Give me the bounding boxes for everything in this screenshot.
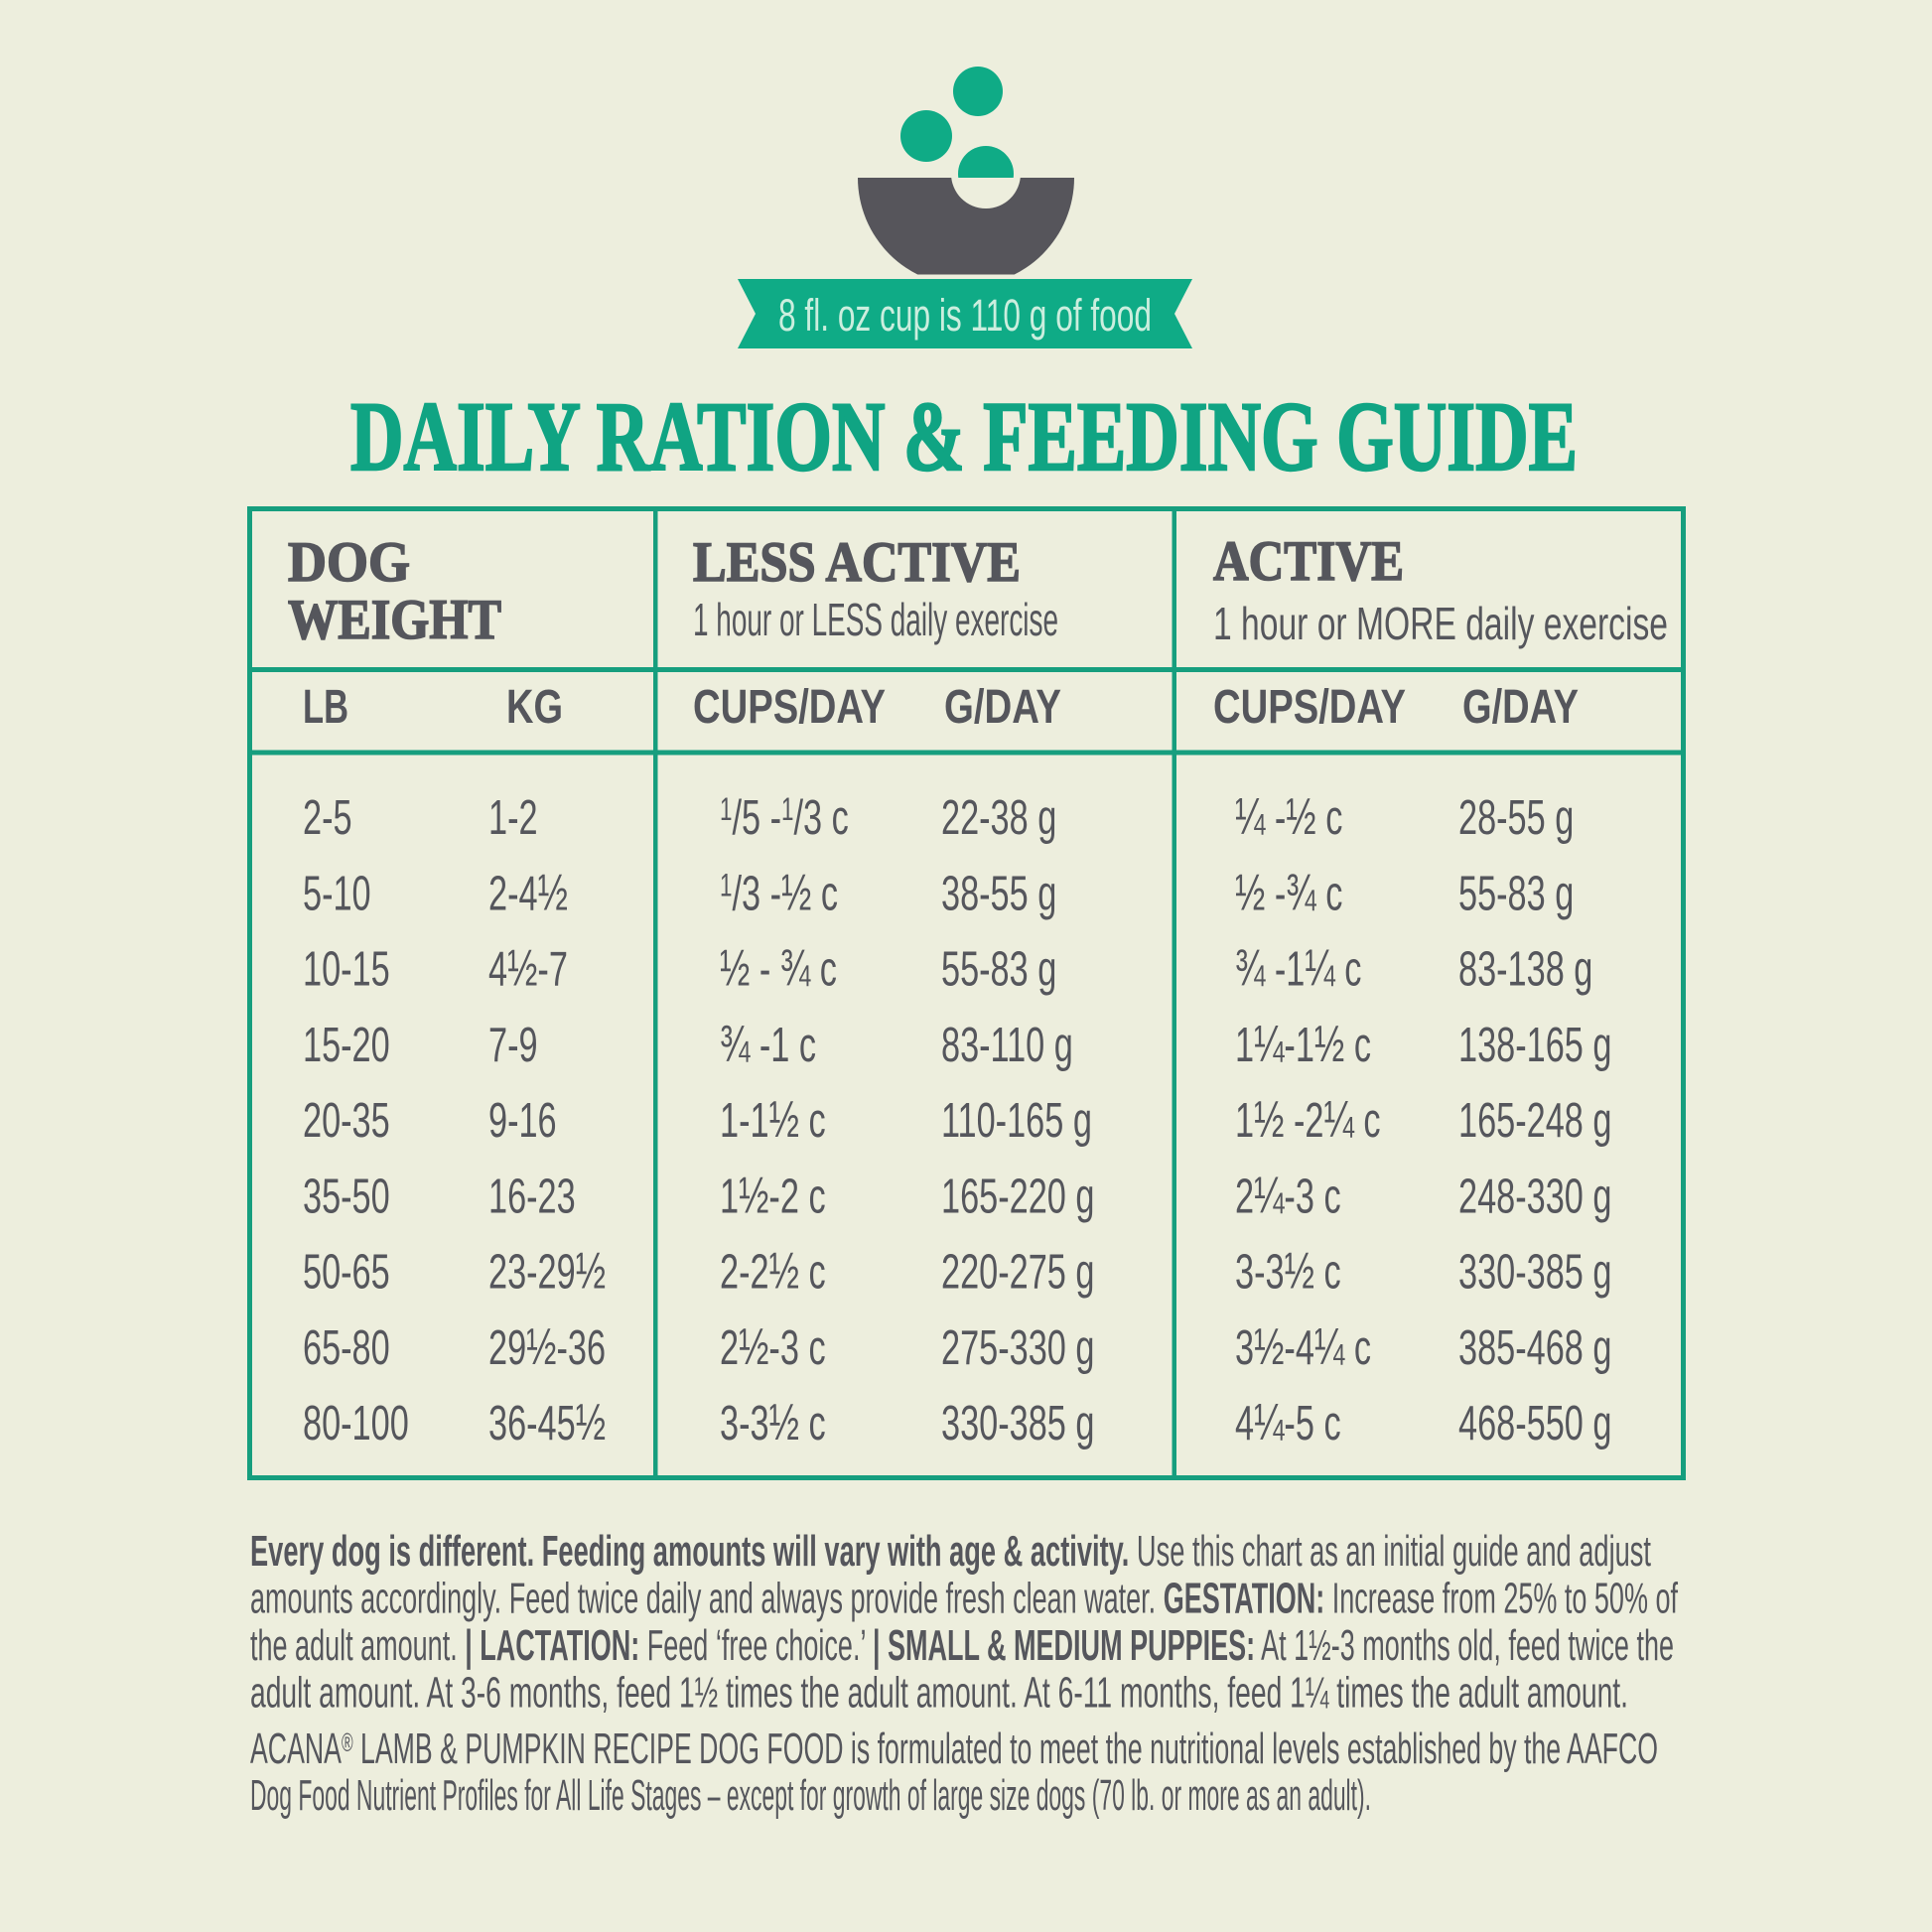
svg-text:¾ -1¼ c: ¾ -1¼ c: [1235, 938, 1361, 997]
svg-text:29½-36: 29½-36: [488, 1316, 606, 1375]
svg-text:¼ -½ c: ¼ -½ c: [1235, 786, 1342, 845]
svg-text:15-20: 15-20: [303, 1018, 390, 1071]
svg-text:1½ -2¼ c: 1½ -2¼ c: [1235, 1089, 1380, 1148]
svg-text:the adult amount. | LACTATION:: the adult amount. | LACTATION: Feed ‘fre…: [250, 1621, 1674, 1671]
svg-text:80-100: 80-100: [303, 1396, 409, 1449]
svg-text:385-468 g: 385-468 g: [1458, 1320, 1611, 1374]
svg-text:35-50: 35-50: [303, 1169, 390, 1222]
svg-text:½ -¾ c: ½ -¾ c: [1235, 863, 1342, 921]
svg-text:468-550 g: 468-550 g: [1458, 1396, 1611, 1449]
svg-text:1/5 -1/3 c: 1/5 -1/3 c: [720, 790, 849, 844]
svg-text:16-23: 16-23: [488, 1169, 576, 1222]
svg-text:1½-2 c: 1½-2 c: [720, 1166, 826, 1224]
svg-text:65-80: 65-80: [303, 1320, 390, 1374]
svg-text:Every dog is different. Feedin: Every dog is different. Feeding amounts …: [250, 1527, 1651, 1576]
svg-text:G/DAY: G/DAY: [1462, 681, 1579, 734]
svg-text:2½-3 c: 2½-3 c: [720, 1316, 826, 1375]
svg-text:KG: KG: [506, 681, 563, 734]
svg-text:1 hour or MORE daily exercise: 1 hour or MORE daily exercise: [1213, 598, 1668, 649]
svg-text:9-16: 9-16: [488, 1093, 557, 1147]
svg-text:3-3½ c: 3-3½ c: [720, 1392, 826, 1450]
svg-text:G/DAY: G/DAY: [944, 681, 1061, 734]
svg-text:ACANA® LAMB & PUMPKIN RECIPE D: ACANA® LAMB & PUMPKIN RECIPE DOG FOOD is…: [250, 1725, 1658, 1773]
svg-text:138-165 g: 138-165 g: [1458, 1018, 1611, 1071]
svg-text:adult amount. At 3-6 months, f: adult amount. At 3-6 months, feed 1½ tim…: [250, 1669, 1628, 1718]
svg-text:38-55 g: 38-55 g: [941, 866, 1056, 919]
svg-text:22-38 g: 22-38 g: [941, 790, 1056, 844]
svg-text:4¼-5 c: 4¼-5 c: [1235, 1392, 1341, 1450]
svg-text:165-248 g: 165-248 g: [1458, 1093, 1611, 1147]
svg-text:50-65: 50-65: [303, 1244, 390, 1298]
svg-text:LESS ACTIVE: LESS ACTIVE: [693, 531, 1021, 594]
svg-text:4½-7: 4½-7: [488, 938, 568, 997]
svg-text:10-15: 10-15: [303, 941, 390, 995]
svg-text:CUPS/DAY: CUPS/DAY: [693, 681, 886, 734]
svg-text:½ - ¾ c: ½ - ¾ c: [720, 938, 837, 997]
svg-text:248-330 g: 248-330 g: [1458, 1169, 1611, 1222]
svg-text:CUPS/DAY: CUPS/DAY: [1213, 681, 1406, 734]
svg-text:165-220 g: 165-220 g: [941, 1169, 1094, 1222]
svg-text:330-385 g: 330-385 g: [1458, 1244, 1611, 1298]
svg-text:110-165 g: 110-165 g: [941, 1093, 1092, 1147]
svg-text:3-3½ c: 3-3½ c: [1235, 1241, 1341, 1300]
svg-text:Dog Food Nutrient Profiles for: Dog Food Nutrient Profiles for All Life …: [250, 1771, 1371, 1820]
svg-text:DAILY RATION & FEEDING GUIDE: DAILY RATION & FEEDING GUIDE: [350, 381, 1578, 491]
svg-text:1¼-1½ c: 1¼-1½ c: [1235, 1014, 1371, 1072]
svg-text:2-2½ c: 2-2½ c: [720, 1241, 826, 1300]
svg-text:8 fl. oz cup is 110 g of food: 8 fl. oz cup is 110 g of food: [778, 290, 1152, 341]
svg-text:WEIGHT: WEIGHT: [288, 589, 501, 651]
svg-text:83-138 g: 83-138 g: [1458, 941, 1592, 995]
svg-text:DOG: DOG: [288, 531, 410, 594]
svg-text:3½-4¼ c: 3½-4¼ c: [1235, 1316, 1371, 1375]
svg-text:ACTIVE: ACTIVE: [1213, 530, 1404, 593]
svg-text:amounts accordingly. Feed twic: amounts accordingly. Feed twice daily an…: [250, 1575, 1678, 1623]
svg-text:28-55 g: 28-55 g: [1458, 790, 1574, 844]
svg-text:2¼-3 c: 2¼-3 c: [1235, 1166, 1341, 1224]
svg-text:36-45½: 36-45½: [488, 1392, 606, 1450]
svg-text:1/3 -½ c: 1/3 -½ c: [720, 863, 838, 921]
svg-text:2-4½: 2-4½: [488, 863, 568, 921]
svg-text:¾ -1 c: ¾ -1 c: [720, 1014, 816, 1072]
svg-text:5-10: 5-10: [303, 866, 371, 919]
svg-text:83-110 g: 83-110 g: [941, 1018, 1073, 1071]
svg-text:1 hour or LESS daily exercise: 1 hour or LESS daily exercise: [693, 594, 1058, 645]
svg-text:275-330 g: 275-330 g: [941, 1320, 1094, 1374]
svg-text:2-5: 2-5: [303, 790, 352, 844]
svg-text:23-29½: 23-29½: [488, 1241, 606, 1300]
svg-text:1-2: 1-2: [488, 790, 538, 844]
svg-text:55-83 g: 55-83 g: [941, 941, 1056, 995]
svg-text:LB: LB: [303, 681, 348, 734]
svg-text:20-35: 20-35: [303, 1093, 390, 1147]
svg-text:7-9: 7-9: [488, 1018, 538, 1071]
svg-text:330-385 g: 330-385 g: [941, 1396, 1094, 1449]
svg-text:55-83 g: 55-83 g: [1458, 866, 1574, 919]
svg-text:1-1½ c: 1-1½ c: [720, 1089, 826, 1148]
svg-text:220-275 g: 220-275 g: [941, 1244, 1094, 1298]
